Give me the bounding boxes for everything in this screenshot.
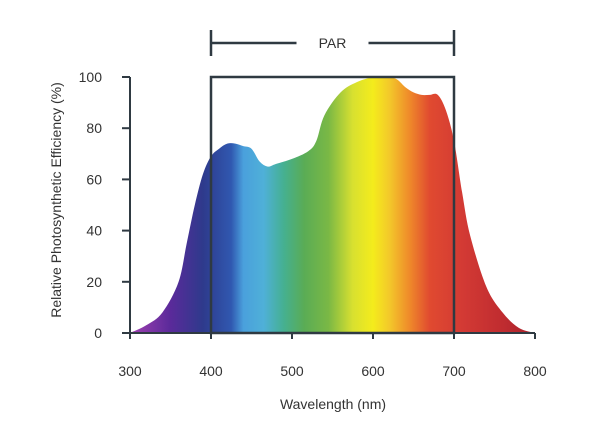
x-tick-label: 400 [199, 363, 223, 379]
par-label: PAR [319, 35, 347, 51]
y-tick-label: 0 [94, 325, 102, 341]
par-range-box [209, 75, 456, 335]
y-tick-label: 40 [86, 223, 102, 239]
spectrum-area [130, 76, 535, 333]
x-axis-title: Wavelength (nm) [280, 396, 386, 412]
x-tick-label: 300 [118, 363, 142, 379]
x-axis: 300 400 500 600 700 800 [118, 332, 547, 379]
x-tick-label: 500 [280, 363, 304, 379]
y-tick-label: 100 [79, 69, 103, 85]
x-tick-label: 800 [523, 363, 547, 379]
x-tick-label: 600 [361, 363, 385, 379]
y-axis: 0 20 40 60 80 100 [79, 69, 131, 341]
x-tick-label: 700 [442, 363, 466, 379]
y-tick-label: 80 [86, 120, 102, 136]
par-annotation: PAR [209, 30, 456, 335]
y-axis-title: Relative Photosynthetic Efficiency (%) [48, 82, 64, 318]
y-tick-label: 20 [86, 274, 102, 290]
y-tick-label: 60 [86, 171, 102, 187]
